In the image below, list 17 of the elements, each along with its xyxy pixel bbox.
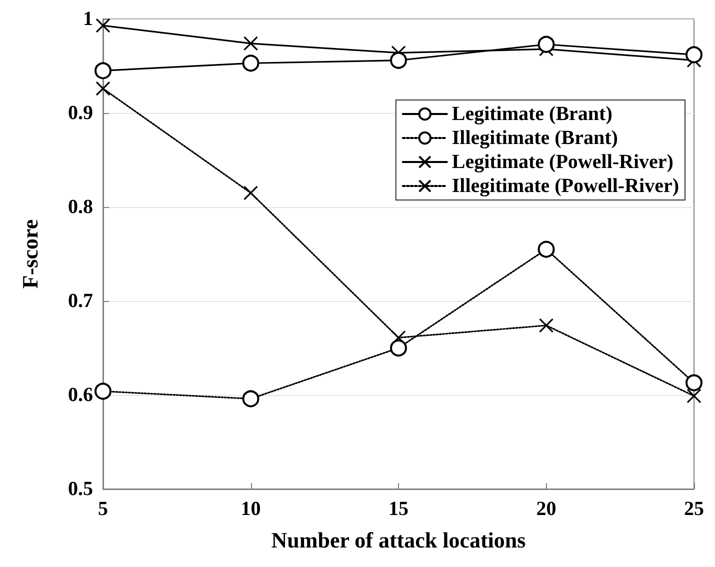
x-tick-label: 25 xyxy=(684,498,704,520)
y-tick-label: 0.5 xyxy=(68,478,93,500)
x-tick-label: 15 xyxy=(388,498,408,520)
x-axis-title: Number of attack locations xyxy=(271,528,526,552)
y-tick-label: 0.8 xyxy=(68,196,93,218)
legend-label: Legitimate (Brant) xyxy=(452,103,612,125)
y-tick-label: 0.9 xyxy=(68,102,93,124)
legend-label: Illegitimate (Brant) xyxy=(452,127,618,149)
legend-label: Legitimate (Powell-River) xyxy=(452,151,674,173)
x-tick-label: 20 xyxy=(536,498,556,520)
y-axis-title: F-score xyxy=(18,219,42,289)
y-tick-label: 1 xyxy=(83,8,93,30)
x-tick-label: 10 xyxy=(240,498,261,520)
x-tick-label: 5 xyxy=(98,498,108,520)
y-tick-label: 0.6 xyxy=(68,384,93,406)
legend-label: Illegitimate (Powell-River) xyxy=(452,175,680,197)
y-tick-label: 0.7 xyxy=(68,290,93,312)
